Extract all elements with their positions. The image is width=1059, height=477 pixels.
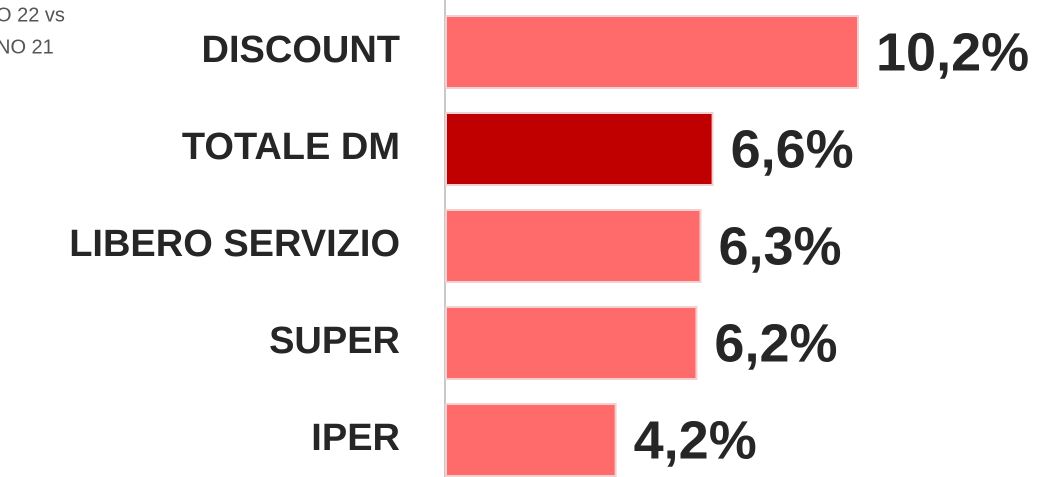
bar (445, 15, 859, 89)
value-label: 6,6% (731, 119, 854, 179)
bar (445, 112, 714, 186)
value-label: 4,2% (634, 410, 757, 470)
subtitle: NO 21 (0, 36, 54, 58)
category-label: DISCOUNT (202, 29, 400, 71)
category-label: IPER (311, 417, 400, 459)
category-label: LIBERO SERVIZIO (69, 223, 400, 265)
subtitle: O 22 vs (0, 4, 65, 26)
bar (445, 209, 702, 283)
category-label: TOTALE DM (182, 126, 400, 168)
value-label: 10,2% (876, 22, 1029, 82)
value-label: 6,3% (718, 216, 841, 276)
bar (445, 306, 698, 380)
bar (445, 403, 617, 477)
category-label: SUPER (269, 320, 400, 362)
value-label: 6,2% (714, 313, 837, 373)
